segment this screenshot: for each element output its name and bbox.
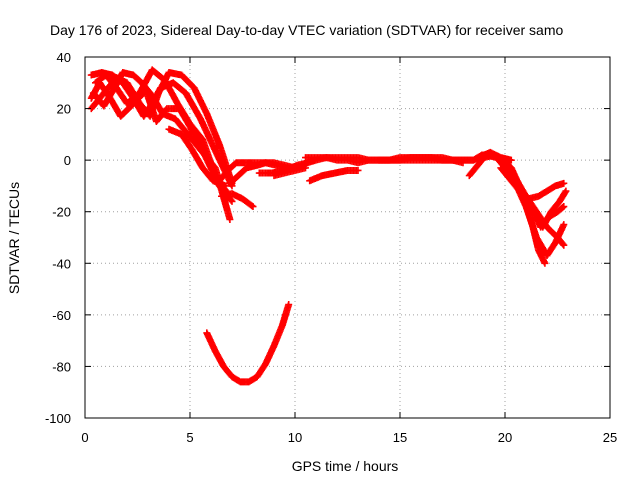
x-axis-label: GPS time / hours	[292, 458, 399, 474]
data-point-interp	[559, 203, 567, 211]
data-point	[285, 301, 293, 309]
series-track-6	[165, 125, 230, 190]
y-tick-label: -40	[52, 256, 71, 271]
data-point	[507, 156, 515, 164]
data-point	[228, 197, 236, 205]
y-tick-label: -80	[52, 359, 71, 374]
data-point	[560, 241, 568, 249]
data-point-interp	[248, 202, 256, 210]
y-tick-label: 20	[57, 102, 71, 117]
data-point	[560, 221, 568, 229]
y-tick-label: 40	[57, 50, 71, 65]
y-tick-label: -60	[52, 308, 71, 323]
series-track-19	[539, 187, 570, 231]
x-tick-label: 5	[186, 430, 193, 445]
chart-title: Day 176 of 2023, Sidereal Day-to-day VTE…	[50, 22, 563, 38]
x-tick-label: 10	[288, 430, 302, 445]
x-tick-label: 20	[498, 430, 512, 445]
data-point	[562, 187, 570, 195]
data-point	[222, 182, 230, 190]
series-track-9	[218, 190, 257, 211]
series-track-18	[512, 179, 568, 260]
data-point	[560, 203, 568, 211]
y-tick-label: -100	[45, 411, 71, 426]
series-track-14	[375, 151, 549, 267]
y-tick-label: 0	[64, 153, 71, 168]
data-point	[302, 164, 309, 172]
series-track-12	[306, 166, 362, 185]
series-track-5	[92, 66, 232, 198]
data-point-interp	[227, 196, 235, 204]
x-tick-label: 15	[393, 430, 407, 445]
data-point	[560, 179, 568, 187]
data-point	[249, 203, 257, 211]
gridlines	[85, 57, 610, 418]
x-tick-label: 25	[603, 430, 617, 445]
data-point-interp	[559, 240, 567, 248]
data-points	[87, 66, 570, 386]
y-axis-label: SDTVAR / TECUs	[6, 182, 22, 294]
y-tick-label: -20	[52, 205, 71, 220]
series-track-13	[270, 164, 309, 180]
plot-frame	[84, 56, 611, 419]
axis-ticks: 0 5 10 15 20 25 -100 -80 -60 -40 -20 0 20 40	[45, 50, 617, 445]
data-point	[541, 259, 549, 267]
series-track-20	[203, 301, 293, 386]
x-tick-label: 0	[81, 430, 88, 445]
data-point	[354, 166, 362, 174]
data-point	[226, 215, 234, 223]
